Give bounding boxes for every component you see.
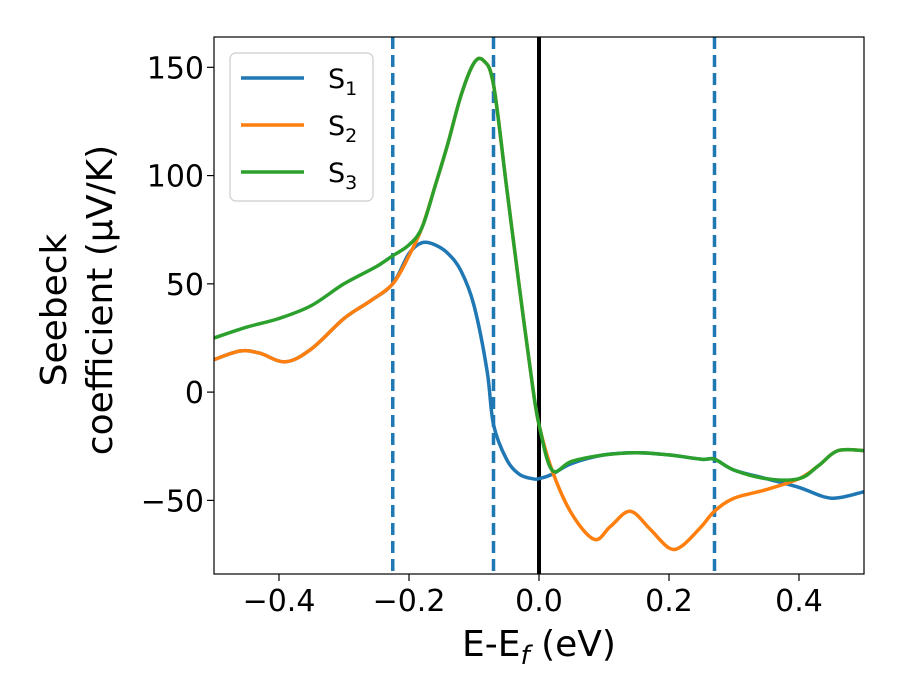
y-tick-label: 50	[166, 268, 204, 303]
x-tick-label: 0.0	[515, 584, 563, 619]
series-lines	[214, 56, 864, 552]
legend-label-s1: S1	[328, 64, 357, 100]
x-ticks: −0.4 −0.2 0.0 0.2 0.4	[243, 574, 823, 619]
y-tick-label: 100	[147, 160, 204, 195]
x-tick-label: −0.4	[243, 584, 316, 619]
legend-label-s3: S3	[328, 158, 357, 194]
y-tick-label: 150	[147, 51, 204, 86]
x-tick-label: 0.2	[645, 584, 693, 619]
x-axis-label: E-Ef (eV)	[462, 624, 616, 671]
y-axis-label-line1: Seebeck	[34, 233, 75, 386]
legend-box	[229, 52, 374, 202]
series-line-s3	[214, 56, 864, 482]
y-ticks: −50 0 50 100 150	[141, 51, 214, 519]
x-tick-label: 0.4	[775, 584, 823, 619]
legend: S1 S2 S3	[229, 52, 374, 202]
x-tick-label: −0.2	[373, 584, 446, 619]
y-tick-label: −50	[141, 484, 204, 519]
y-tick-label: 0	[185, 376, 204, 411]
y-axis-label-line2: coefficient (μV/K)	[80, 145, 121, 455]
vertical-reference-lines	[391, 37, 717, 574]
legend-label-s2: S2	[328, 111, 357, 147]
